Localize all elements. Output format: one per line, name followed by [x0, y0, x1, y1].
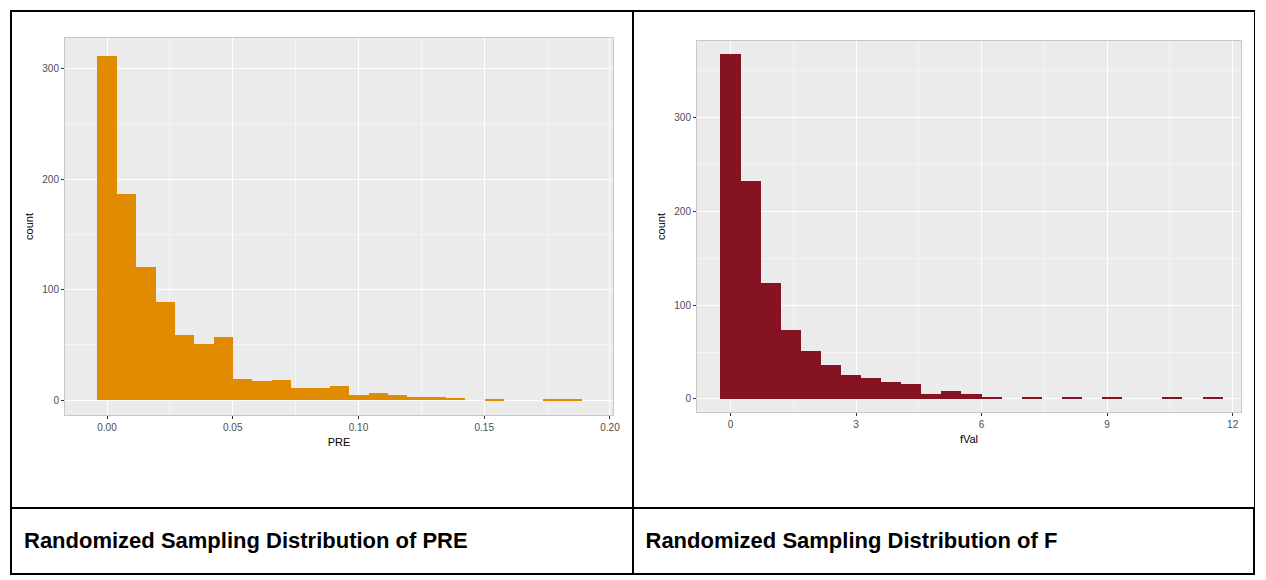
html-text:Randomized Sampling Distributi: Randomized Sampling Distribution of PRE [24, 528, 468, 553]
svg-text:9: 9 [1104, 419, 1110, 430]
svg-text:0.00: 0.00 [97, 422, 117, 433]
svg-text:0: 0 [53, 395, 59, 406]
svg-text:3: 3 [853, 419, 859, 430]
html-text:Randomized Sampling Distributi: Randomized Sampling Distribution of F [645, 528, 1058, 553]
svg-text:PRE: PRE [328, 436, 351, 448]
svg-text:0.15: 0.15 [475, 422, 495, 433]
svg-text:300: 300 [42, 63, 59, 74]
svg-text:200: 200 [42, 174, 59, 185]
svg-text:0.20: 0.20 [600, 422, 620, 433]
svg-text:0: 0 [685, 393, 691, 404]
svg-text:count: count [654, 213, 666, 240]
svg-text:12: 12 [1227, 419, 1239, 430]
svg-text:100: 100 [42, 284, 59, 295]
svg-text:0.05: 0.05 [223, 422, 243, 433]
svg-text:fVal: fVal [959, 433, 977, 445]
svg-text:0.10: 0.10 [349, 422, 369, 433]
svg-text:300: 300 [674, 112, 691, 123]
svg-text:count: count [23, 213, 35, 240]
svg-text:6: 6 [978, 419, 984, 430]
svg-text:100: 100 [674, 300, 691, 311]
svg-text:0: 0 [727, 419, 733, 430]
svg-text:200: 200 [674, 206, 691, 217]
